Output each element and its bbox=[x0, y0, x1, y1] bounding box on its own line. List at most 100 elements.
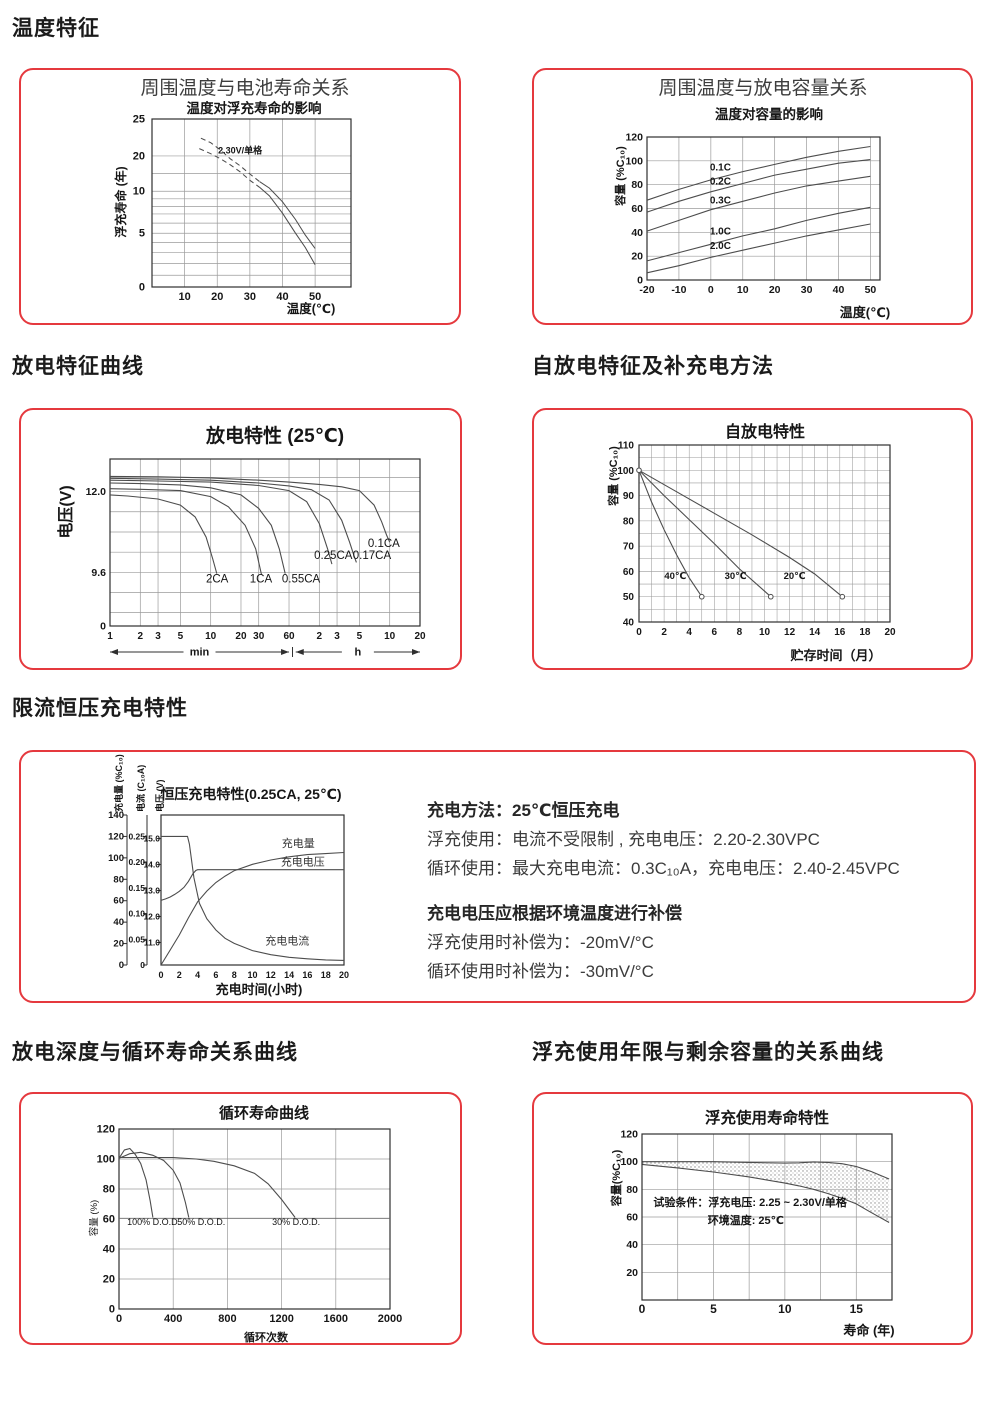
svg-text:温度(℃): 温度(℃) bbox=[840, 305, 890, 320]
svg-text:h: h bbox=[355, 647, 362, 659]
svg-text:40: 40 bbox=[103, 1244, 115, 1256]
svg-text:容量 (%C₁₀): 容量 (%C₁₀) bbox=[613, 146, 627, 207]
charging-note-line: 充电电压应根据环境温度进行补偿 bbox=[427, 904, 682, 923]
svg-text:0: 0 bbox=[100, 621, 106, 633]
svg-text:6: 6 bbox=[712, 627, 718, 638]
svg-text:2: 2 bbox=[138, 631, 144, 642]
svg-text:80: 80 bbox=[631, 179, 643, 191]
svg-text:12.0: 12.0 bbox=[86, 486, 107, 498]
svg-text:120: 120 bbox=[108, 831, 124, 842]
svg-text:0.05: 0.05 bbox=[128, 934, 145, 944]
chart-float-service-life: 0 5 10 15 20 40 60 80 100 120 试验条件：浮充电压: 2.25 ~ 2.… bbox=[534, 1094, 971, 1343]
svg-text:1CA: 1CA bbox=[250, 574, 273, 586]
svg-text:恒压充电特性(0.25CA, 25℃): 恒压充电特性(0.25CA, 25℃) bbox=[160, 786, 341, 802]
svg-text:0: 0 bbox=[140, 960, 145, 970]
svg-text:25: 25 bbox=[133, 114, 145, 126]
svg-text:100: 100 bbox=[617, 466, 634, 477]
svg-text:周围温度与电池寿命关系: 周围温度与电池寿命关系 bbox=[140, 77, 349, 99]
card-cv-charge: 0 2 4 6 8 10 12 14 16 18 20 0 20 40 60 80 100 120 140 0 0.05… bbox=[19, 750, 976, 1003]
svg-text:40: 40 bbox=[626, 1239, 638, 1251]
svg-text:10: 10 bbox=[759, 627, 771, 638]
svg-text:6: 6 bbox=[213, 970, 218, 980]
svg-text:100: 100 bbox=[97, 1154, 115, 1166]
svg-text:14.0: 14.0 bbox=[143, 860, 160, 870]
svg-text:80: 80 bbox=[623, 516, 635, 527]
charging-note-line: 充电方法：25℃恒压充电 bbox=[427, 801, 620, 820]
svg-text:容量 (%C₁₀): 容量 (%C₁₀) bbox=[606, 446, 620, 507]
svg-text:10: 10 bbox=[778, 1302, 792, 1316]
svg-text:20: 20 bbox=[133, 150, 145, 162]
svg-text:8: 8 bbox=[737, 627, 743, 638]
svg-text:充电电流: 充电电流 bbox=[265, 934, 309, 948]
svg-text:5: 5 bbox=[178, 631, 184, 642]
svg-text:18: 18 bbox=[859, 627, 871, 638]
svg-text:循环寿命曲线: 循环寿命曲线 bbox=[219, 1104, 309, 1122]
svg-text:温度对容量的影响: 温度对容量的影响 bbox=[715, 106, 823, 122]
svg-text:60: 60 bbox=[626, 1212, 638, 1224]
svg-text:120: 120 bbox=[625, 132, 643, 144]
svg-text:400: 400 bbox=[164, 1313, 182, 1325]
svg-text:寿命 (年): 寿命 (年) bbox=[843, 1323, 894, 1338]
svg-text:40: 40 bbox=[623, 618, 635, 629]
svg-text:电流 (C₁₀A): 电流 (C₁₀A) bbox=[135, 765, 146, 812]
svg-text:周围温度与放电容量关系: 周围温度与放电容量关系 bbox=[658, 77, 867, 99]
svg-text:1200: 1200 bbox=[269, 1313, 293, 1325]
svg-text:10: 10 bbox=[205, 631, 217, 642]
svg-text:试验条件：浮充电压: 2.25 ~ 2.30V/单格: 试验条件：浮充电压: 2.25 ~ 2.30V/单格 bbox=[653, 1195, 847, 1209]
svg-text:0.55CA: 0.55CA bbox=[282, 574, 321, 586]
svg-text:0.25CA: 0.25CA bbox=[314, 550, 353, 562]
svg-text:50% D.O.D.: 50% D.O.D. bbox=[177, 1217, 225, 1227]
svg-text:2: 2 bbox=[177, 970, 182, 980]
svg-text:-10: -10 bbox=[671, 284, 686, 296]
card-cycle-life: 0 400 800 1200 1600 2000 0 20 40 60 80 100 120 100% D… bbox=[19, 1092, 462, 1345]
svg-text:40: 40 bbox=[631, 227, 643, 239]
svg-text:2CA: 2CA bbox=[206, 574, 229, 586]
svg-text:40: 40 bbox=[113, 917, 124, 928]
svg-text:0.25: 0.25 bbox=[128, 831, 145, 841]
svg-text:13.0: 13.0 bbox=[143, 886, 160, 896]
svg-text:90: 90 bbox=[623, 491, 635, 502]
svg-text:0: 0 bbox=[639, 1302, 646, 1316]
svg-text:容量 (%): 容量 (%) bbox=[88, 1200, 100, 1236]
svg-text:4: 4 bbox=[686, 627, 692, 638]
svg-text:9.6: 9.6 bbox=[91, 567, 106, 579]
svg-text:充电量: 充电量 bbox=[282, 836, 315, 850]
svg-text:2.30V/单格: 2.30V/单格 bbox=[218, 145, 263, 156]
chart-cv-charge: 0 2 4 6 8 10 12 14 16 18 20 0 20 40 60 80 100 120 140 0 0.05… bbox=[21, 752, 974, 1001]
svg-text:1.0C: 1.0C bbox=[710, 227, 731, 238]
svg-text:0.15: 0.15 bbox=[128, 883, 145, 893]
svg-text:0: 0 bbox=[708, 284, 714, 296]
chart-discharge-characteristics: 1 2 3 5 10 20 30 60 2 3 5 10 20 12.0 9.6 0 2CA 1CA 0.55CA 0… bbox=[21, 410, 460, 668]
svg-text:4: 4 bbox=[195, 970, 200, 980]
svg-text:0: 0 bbox=[116, 1313, 122, 1325]
svg-text:60: 60 bbox=[283, 631, 295, 642]
svg-text:70: 70 bbox=[623, 542, 635, 553]
svg-text:0.10: 0.10 bbox=[128, 909, 145, 919]
svg-text:10: 10 bbox=[384, 631, 396, 642]
charging-note-line: 循环使用时补偿为：-30mV/°C bbox=[427, 962, 654, 981]
svg-text:0.20: 0.20 bbox=[128, 857, 145, 867]
svg-text:40: 40 bbox=[833, 284, 845, 296]
section-heading-temperature-characteristics: 温度特征 bbox=[12, 17, 100, 40]
svg-text:贮存时间（月）: 贮存时间（月） bbox=[789, 648, 881, 663]
svg-text:10: 10 bbox=[737, 284, 749, 296]
svg-text:充电电压: 充电电压 bbox=[281, 854, 325, 868]
svg-text:110: 110 bbox=[618, 441, 635, 452]
svg-text:20: 20 bbox=[211, 291, 223, 303]
svg-text:50: 50 bbox=[865, 284, 877, 296]
svg-text:温度对浮充寿命的影响: 温度对浮充寿命的影响 bbox=[187, 100, 322, 116]
svg-text:800: 800 bbox=[218, 1313, 236, 1325]
charging-note-line: 浮充使用：电流不受限制 , 充电电压：2.20-2.30VPC bbox=[427, 830, 820, 849]
svg-text:环境温度: 25℃: 环境温度: 25℃ bbox=[708, 1213, 784, 1227]
svg-text:20℃: 20℃ bbox=[784, 571, 806, 582]
svg-text:30: 30 bbox=[244, 291, 256, 303]
svg-text:0.17CA: 0.17CA bbox=[353, 550, 392, 562]
svg-text:12.0: 12.0 bbox=[143, 912, 160, 922]
svg-text:1: 1 bbox=[107, 631, 113, 642]
svg-text:60: 60 bbox=[113, 896, 124, 907]
section-heading-cv-charge: 限流恒压充电特性 bbox=[12, 697, 188, 720]
svg-text:16: 16 bbox=[302, 970, 312, 980]
svg-text:100% D.O.D.: 100% D.O.D. bbox=[127, 1217, 180, 1227]
svg-text:温度(℃): 温度(℃) bbox=[287, 301, 335, 316]
